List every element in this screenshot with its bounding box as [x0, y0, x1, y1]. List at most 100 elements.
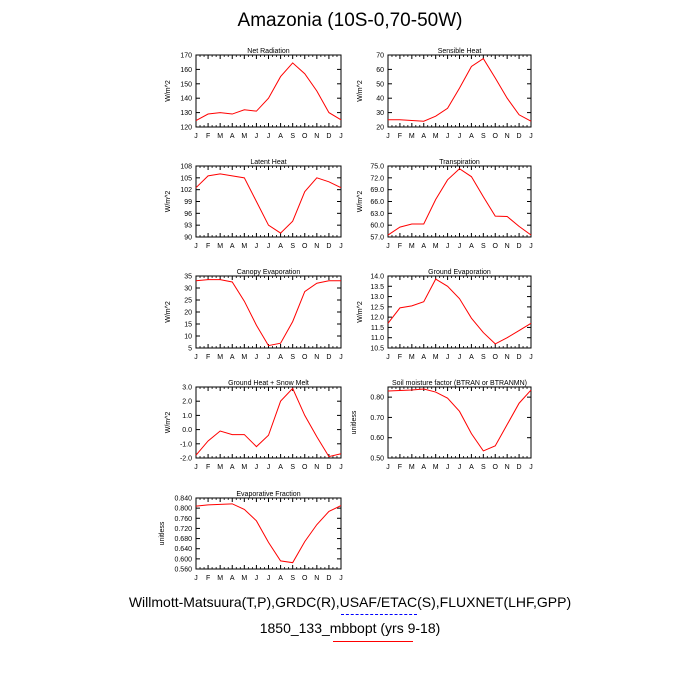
x-tick-label: J [386, 354, 390, 361]
x-tick-label: M [409, 464, 415, 471]
x-tick-label: D [326, 133, 331, 140]
x-tick-label: F [206, 133, 210, 140]
x-tick-label: J [194, 354, 198, 361]
x-tick-label: A [469, 243, 474, 250]
y-tick-label: 2.0 [182, 399, 192, 406]
x-tick-label: S [481, 354, 486, 361]
y-axis-label: W/m^2 [357, 191, 364, 213]
y-tick-label: 30 [376, 110, 384, 117]
x-tick-label: J [255, 243, 259, 250]
x-tick-label: J [267, 575, 271, 582]
x-tick-label: J [458, 133, 462, 140]
y-tick-label: 1.0 [182, 413, 192, 420]
x-tick-label: N [505, 243, 510, 250]
x-tick-label: N [505, 464, 510, 471]
x-tick-label: D [326, 464, 331, 471]
y-tick-label: 13.0 [370, 294, 384, 301]
x-tick-label: F [398, 133, 402, 140]
y-tick-label: 25 [184, 298, 192, 305]
x-tick-label: J [339, 575, 343, 582]
caption-case: 1850_133_mbbopt (yrs 9-18) [259, 620, 441, 636]
x-tick-label: J [446, 354, 450, 361]
plot-frame [387, 386, 532, 459]
x-tick-label: F [398, 354, 402, 361]
x-tick-label: O [493, 464, 499, 471]
y-tick-label: 69.0 [370, 187, 384, 194]
chart-panel-9: J F M A M J J A S O N D J0.5600.6000.6400.6800.7200.… [159, 491, 343, 582]
x-tick-label: D [517, 133, 522, 140]
y-tick-label: 70 [376, 53, 384, 60]
y-tick-label: 90 [184, 235, 192, 242]
y-tick-label: 0.560 [174, 567, 192, 574]
x-tick-label: M [241, 575, 247, 582]
y-tick-label: 60 [376, 67, 384, 74]
x-tick-label: M [433, 243, 439, 250]
chart-title: Ground Heat + Snow Melt [228, 380, 309, 387]
y-tick-label: 0.680 [174, 536, 192, 543]
plot-frame [195, 386, 342, 459]
x-tick-label: S [290, 133, 295, 140]
x-tick-label: J [267, 133, 271, 140]
y-tick-label: 0.80 [370, 395, 384, 402]
plot-frame [387, 275, 532, 349]
y-tick-label: -2.0 [180, 456, 192, 463]
y-tick-label: 93 [184, 223, 192, 230]
plot-frame [195, 165, 342, 238]
series-line [195, 279, 341, 347]
y-tick-label: 15 [184, 322, 192, 329]
y-tick-label: 3.0 [182, 385, 192, 392]
x-tick-label: O [493, 133, 499, 140]
y-axis-label: W/m^2 [165, 412, 172, 434]
x-tick-label: F [206, 354, 210, 361]
y-tick-label: 0.600 [174, 556, 192, 563]
x-tick-label: M [217, 575, 223, 582]
x-tick-label: N [505, 133, 510, 140]
x-tick-label: S [290, 243, 295, 250]
y-tick-label: 50 [376, 81, 384, 88]
y-tick-label: 10.5 [370, 346, 384, 353]
x-tick-label: A [469, 133, 474, 140]
y-tick-label: 12.0 [370, 315, 384, 322]
x-tick-label: A [230, 133, 235, 140]
caption-dash-line-1 [341, 614, 417, 615]
series-line [195, 503, 342, 564]
x-tick-label: N [314, 243, 319, 250]
x-tick-label: D [326, 354, 331, 361]
x-tick-label: J [267, 354, 271, 361]
y-tick-label: 102 [180, 187, 192, 194]
x-tick-label: M [409, 133, 415, 140]
x-tick-label: J [446, 243, 450, 250]
x-tick-label: A [421, 354, 426, 361]
x-tick-label: D [326, 575, 331, 582]
x-tick-label: J [458, 243, 462, 250]
x-tick-label: J [458, 354, 462, 361]
y-tick-label: 14.0 [370, 274, 384, 281]
y-tick-label: 0.60 [370, 435, 384, 442]
x-tick-label: O [302, 575, 308, 582]
x-tick-label: J [529, 133, 533, 140]
x-tick-label: N [314, 133, 319, 140]
x-tick-label: D [326, 243, 331, 250]
y-tick-label: 140 [180, 96, 192, 103]
x-tick-label: J [194, 575, 198, 582]
x-tick-label: J [529, 243, 533, 250]
x-tick-label: M [433, 133, 439, 140]
x-tick-label: M [217, 354, 223, 361]
y-tick-label: 11.5 [371, 325, 384, 332]
y-tick-label: 20 [376, 125, 384, 132]
y-tick-label: 108 [180, 164, 192, 171]
series-line [387, 388, 532, 452]
chart-title: Evaporative Fraction [236, 491, 300, 498]
x-tick-label: M [409, 354, 415, 361]
y-tick-label: 20 [184, 310, 192, 317]
x-tick-label: A [421, 133, 426, 140]
y-tick-label: 13.5 [370, 284, 384, 291]
x-tick-label: M [217, 133, 223, 140]
x-tick-label: A [230, 243, 235, 250]
x-tick-label: F [206, 575, 210, 582]
y-tick-label: 30 [184, 286, 192, 293]
chart-title: Latent Heat [250, 159, 286, 166]
chart-title: Sensible Heat [438, 48, 482, 55]
series-line [195, 62, 342, 121]
